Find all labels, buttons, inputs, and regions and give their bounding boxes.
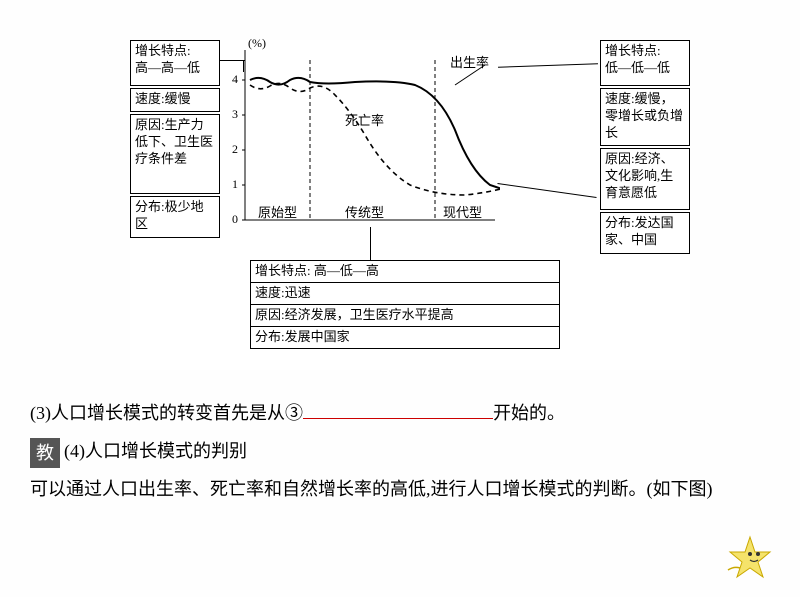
ytick-0: 0	[232, 212, 238, 227]
pointer-line	[370, 227, 371, 260]
label: 增长特点:	[605, 43, 661, 58]
label: 原因:	[135, 117, 165, 132]
traditional-type-details: 增长特点: 高—低—高 速度:迅速 原因:经济发展，卫生医疗水平提高 分布:发展…	[250, 260, 560, 349]
paragraph-text: 可以通过人口出生率、死亡率和自然增长率的高低,进行人口增长模式的判断。(如下图)	[30, 471, 770, 509]
left-speed-box: 速度:缓慢	[130, 88, 220, 112]
fill-blank-3[interactable]	[303, 401, 493, 419]
question-3-line: (3)人口增长模式的转变首先是从③ 开始的。	[30, 395, 770, 433]
pointer-line	[243, 60, 244, 72]
y-unit-label: (%)	[248, 36, 266, 51]
bottom-growth-box: 增长特点: 高—低—高	[250, 260, 560, 283]
left-dist-box: 分布:极少地区	[130, 196, 220, 238]
label: 增长特点:	[135, 43, 191, 58]
bottom-reason-box: 原因:经济发展，卫生医疗水平提高	[250, 305, 560, 327]
q3-suffix: 开始的。	[493, 403, 565, 423]
left-growth-box: 增长特点: 高—高—低	[130, 40, 220, 86]
ytick-4: 4	[232, 72, 238, 87]
bottom-speed-box: 速度:迅速	[250, 283, 560, 305]
label: 速度:	[135, 91, 165, 106]
ytick-3: 3	[232, 107, 238, 122]
birth-rate-label: 出生率	[450, 52, 489, 71]
left-reason-box: 原因:生产力低下、卫生医疗条件差	[130, 114, 220, 194]
stage-primitive-label: 原始型	[258, 202, 297, 221]
stage-modern-label: 现代型	[443, 202, 482, 221]
label: 速度:	[605, 91, 635, 106]
question-4-line: 教(4)人口增长模式的判别	[30, 433, 770, 471]
stage-traditional-label: 传统型	[345, 202, 384, 221]
value: 缓慢	[165, 91, 191, 106]
value: 高—高—低	[135, 60, 200, 75]
right-speed-box: 速度:缓慢，零增长或负增长	[600, 88, 690, 146]
q3-prefix: (3)人口增长模式的转变首先是从③	[30, 403, 303, 423]
pointer-line	[497, 183, 596, 198]
demographic-transition-chart: (%) 0 1 2 3	[230, 40, 500, 240]
population-model-diagram: 增长特点: 高—高—低 速度:缓慢 原因:生产力低下、卫生医疗条件差 分布:极少…	[130, 40, 690, 370]
death-rate-label: 死亡率	[345, 110, 384, 129]
star-icon	[720, 532, 780, 587]
pointer-line	[498, 63, 598, 67]
label: 分布:	[135, 199, 165, 214]
bottom-dist-box: 分布:发展中国家	[250, 327, 560, 349]
ytick-2: 2	[232, 142, 238, 157]
pointer-line	[220, 60, 245, 61]
label: 分布:	[605, 215, 635, 230]
body-text: (3)人口增长模式的转变首先是从③ 开始的。 教(4)人口增长模式的判别 可以通过…	[30, 395, 770, 508]
ytick-1: 1	[232, 177, 238, 192]
jiao-badge-icon: 教	[30, 438, 60, 468]
label: 原因:	[605, 151, 635, 166]
right-growth-box: 增长特点: 低—低—低	[600, 40, 690, 86]
q4-text: (4)人口增长模式的判别	[64, 441, 247, 461]
value: 低—低—低	[605, 60, 670, 75]
right-reason-box: 原因:经济、文化影响,生育意愿低	[600, 148, 690, 210]
right-dist-box: 分布:发达国家、中国	[600, 212, 690, 254]
